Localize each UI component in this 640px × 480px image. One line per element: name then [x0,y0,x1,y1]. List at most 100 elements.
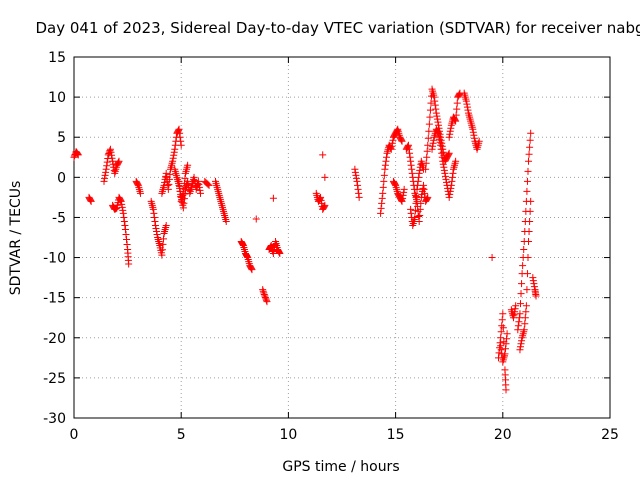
data-point [526,217,534,225]
data-point [239,241,247,249]
data-point [120,217,128,225]
data-point [462,97,470,105]
data-point [470,131,478,139]
data-point [106,147,114,155]
data-point [320,202,328,210]
data-point [354,185,362,193]
data-point [103,162,111,170]
data-point [521,320,529,328]
data-point [406,149,414,157]
data-point [446,190,454,198]
data-point [502,386,510,394]
data-point [176,182,184,190]
chart-title: Day 041 of 2023, Sidereal Day-to-day VTE… [35,19,640,37]
data-point [525,227,533,235]
data-point [435,132,443,140]
data-point [423,194,431,202]
y-tick-label: 5 [57,130,66,146]
x-tick-label: 0 [70,427,79,443]
data-point [184,180,192,188]
data-point [515,314,523,322]
data-point [523,187,531,195]
data-point [438,142,446,150]
y-tick-label: 10 [48,90,66,106]
data-point [169,154,177,162]
data-point [149,205,157,213]
data-point [510,314,518,322]
data-point [407,157,415,165]
data-point [170,148,178,156]
data-point [408,165,416,173]
data-point [150,213,158,221]
data-point [393,126,401,134]
data-point [434,128,442,136]
data-point [134,180,142,188]
data-point [446,187,454,195]
data-point [502,340,510,348]
y-tick-label: -10 [43,251,66,267]
data-point [381,165,389,173]
data-point [503,335,511,343]
x-axis-label: GPS time / hours [282,459,399,475]
data-point [204,180,212,188]
data-point [248,266,256,274]
data-point [195,180,203,188]
data-point [387,145,395,153]
data-point [108,154,116,162]
x-tick-label: 15 [387,427,405,443]
data-point [431,97,439,105]
data-point [522,302,530,310]
data-point [166,170,174,178]
y-tick-labels: 15 10 5 0 -5 -10 -15 -20 -25 -30 [43,50,66,427]
data-point [120,213,128,221]
data-point [123,241,131,249]
data-point [525,238,533,246]
data-point [159,240,167,248]
data-point [525,157,533,165]
data-point [516,343,524,351]
grid-lines [74,57,610,418]
data-point [269,194,277,202]
y-tick-label: -25 [43,371,66,387]
data-point [121,221,129,229]
data-point [429,142,437,150]
data-point [463,100,471,108]
data-point [503,330,511,338]
data-point [447,124,455,132]
x-tick-label: 5 [177,427,186,443]
data-point [519,262,527,270]
data-point [441,169,449,177]
data-point [434,121,442,129]
data-point [100,177,108,185]
data-point [196,189,204,197]
data-point [517,290,525,298]
data-point [171,141,179,149]
data-point [321,173,329,181]
data-point [424,193,432,201]
data-point [430,93,438,101]
data-point [453,105,461,113]
data-point [408,169,416,177]
data-point [175,125,183,133]
data-point [438,153,446,161]
data-point [516,346,524,354]
data-point [107,148,115,156]
data-point [452,117,460,125]
data-point [177,141,185,149]
data-point [434,129,442,137]
data-point [514,326,522,334]
data-point [438,149,446,157]
data-point [414,177,422,185]
data-point [440,163,448,171]
data-point [162,221,170,229]
data-point [378,199,386,207]
data-point [421,189,429,197]
data-point [523,270,531,278]
data-point [151,217,159,225]
data-point [252,215,260,223]
data-point [87,197,95,205]
data-point [74,151,82,159]
data-point [106,145,114,153]
data-point [121,225,129,233]
data-point [119,206,127,214]
